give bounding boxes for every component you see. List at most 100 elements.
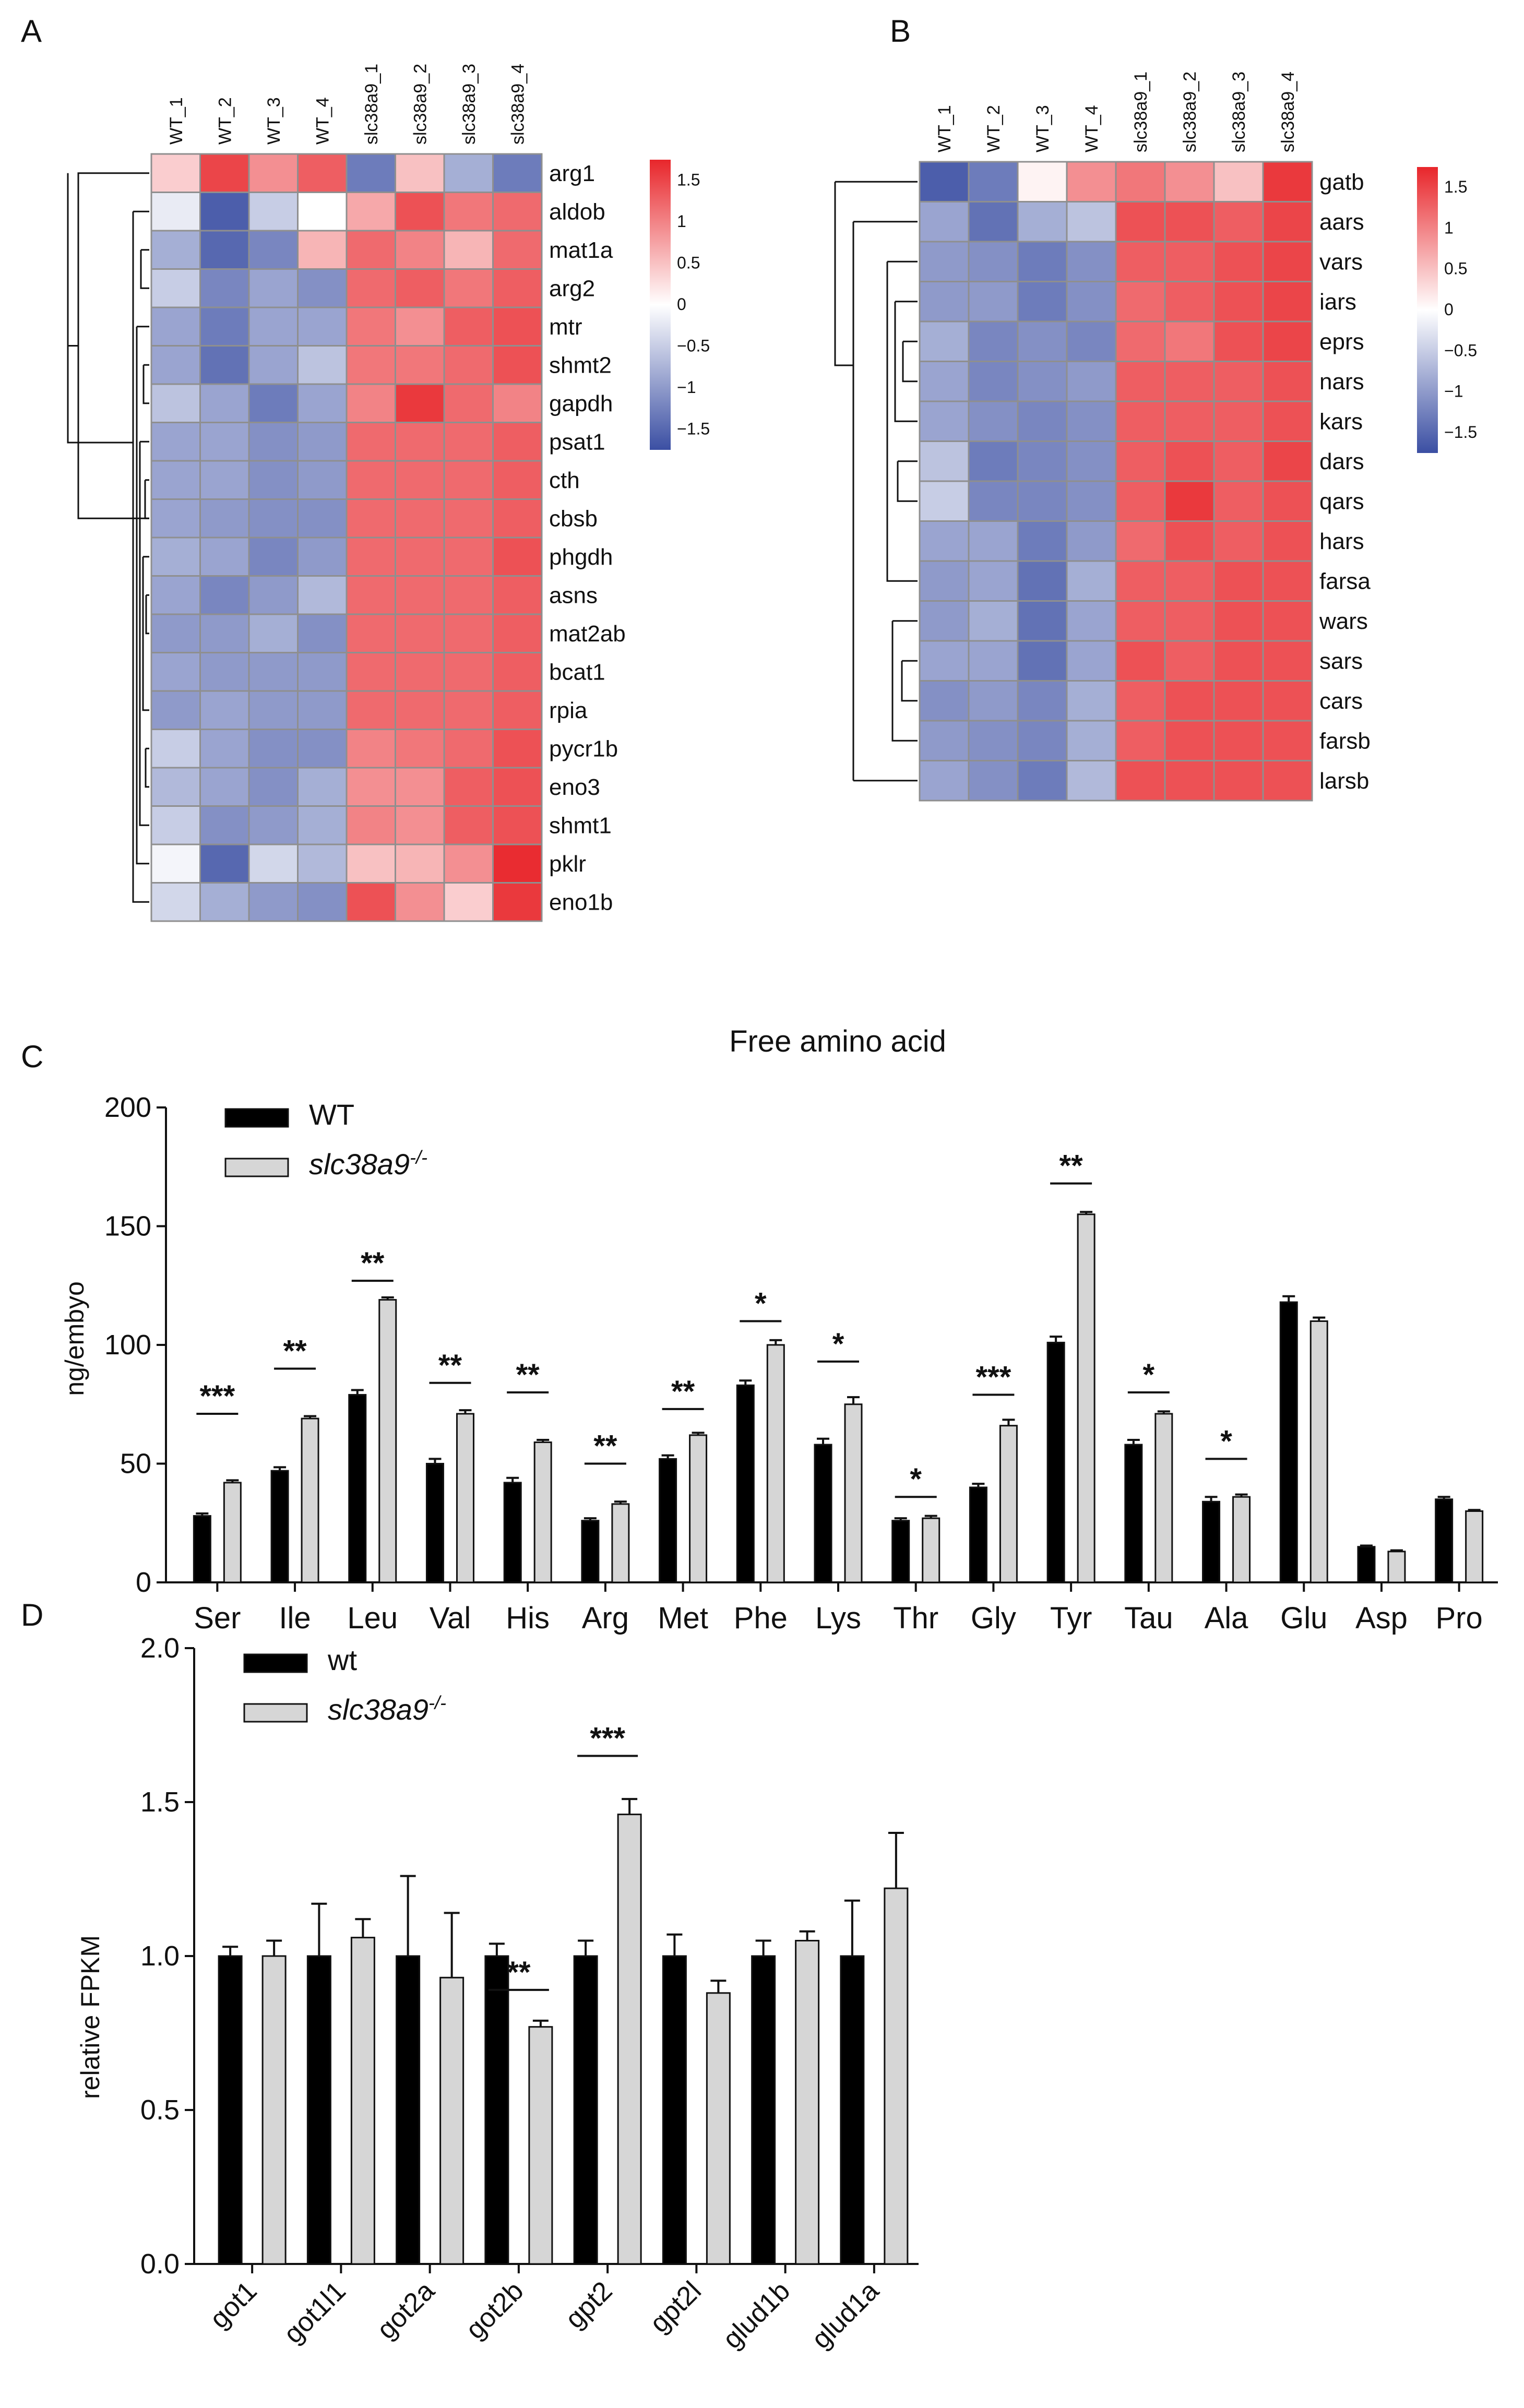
heatmap-cell bbox=[919, 480, 970, 522]
heatmap-cell bbox=[297, 306, 348, 347]
heatmap-column-label: slc38a9_4 bbox=[508, 64, 528, 145]
heatmap-cell bbox=[1066, 480, 1117, 522]
heatmap-cell bbox=[1213, 241, 1264, 282]
heatmap-cell bbox=[1066, 680, 1117, 722]
heatmap-row-label: arg1 bbox=[549, 161, 595, 186]
heatmap-cell bbox=[248, 537, 299, 577]
heatmap-cell bbox=[346, 306, 396, 347]
heatmap-cell bbox=[346, 422, 396, 462]
heatmap-column-label: slc38a9_2 bbox=[1180, 71, 1200, 152]
heatmap-cell bbox=[1017, 560, 1068, 602]
heatmap-cell bbox=[1262, 161, 1313, 202]
heatmap-cell bbox=[199, 498, 250, 539]
x-tick-label: got2a bbox=[371, 2275, 440, 2345]
bar-mutant bbox=[611, 1503, 630, 1583]
dendrogram-branch bbox=[902, 340, 918, 383]
heatmap-row-label: vars bbox=[1319, 249, 1363, 275]
bar-mutant bbox=[1465, 1510, 1484, 1583]
panel-letter-d: D bbox=[21, 1598, 43, 1632]
bar-mutant bbox=[223, 1482, 242, 1583]
error-bar bbox=[1002, 1418, 1015, 1426]
heatmap-cell bbox=[150, 460, 201, 500]
heatmap-cell bbox=[492, 690, 543, 730]
error-bar bbox=[532, 2019, 549, 2027]
bar-wt bbox=[840, 1955, 865, 2265]
heatmap-column-label: slc38a9_1 bbox=[1131, 71, 1151, 152]
heatmap-cell bbox=[248, 690, 299, 730]
heatmap-cell bbox=[297, 268, 348, 308]
x-tick-label: got2b bbox=[460, 2275, 529, 2345]
heatmap-cell bbox=[297, 575, 348, 615]
heatmap-cell bbox=[248, 306, 299, 347]
heatmap-cell bbox=[1213, 281, 1264, 323]
heatmap-cell bbox=[248, 192, 299, 232]
dendrogram-branch bbox=[140, 249, 149, 289]
heatmap-cell bbox=[199, 843, 250, 884]
x-tick-label: got1 bbox=[204, 2275, 263, 2334]
legend-swatch-mutant bbox=[224, 1158, 289, 1177]
heatmap-cell bbox=[297, 805, 348, 845]
error-bar bbox=[444, 1912, 460, 1978]
bar-mutant bbox=[1077, 1213, 1096, 1583]
chart-d-y-axis-title: relative FPKM bbox=[76, 1935, 105, 2099]
x-tick-label: Arg bbox=[582, 1601, 629, 1635]
heatmap-cell bbox=[443, 268, 494, 308]
error-bar bbox=[459, 1409, 472, 1414]
color-scale-bar bbox=[1417, 167, 1438, 453]
heatmap-cell bbox=[1066, 720, 1117, 761]
heatmap-cell bbox=[492, 345, 543, 385]
heatmap-cell bbox=[297, 767, 348, 807]
error-bar bbox=[381, 1296, 394, 1300]
heatmap-cell bbox=[1262, 241, 1313, 282]
dendrogram-branch bbox=[901, 660, 918, 702]
heatmap-row-label: mtr bbox=[549, 314, 582, 340]
heatmap-cell bbox=[968, 560, 1019, 602]
heatmap-cell bbox=[248, 383, 299, 423]
error-bar bbox=[226, 1479, 239, 1483]
heatmap-cell bbox=[968, 440, 1019, 482]
heatmap-cell bbox=[395, 882, 445, 922]
heatmap-cell bbox=[919, 320, 970, 362]
heatmap-cell bbox=[346, 268, 396, 308]
heatmap-cell bbox=[443, 652, 494, 692]
error-bar bbox=[266, 1939, 282, 1956]
heatmap-cell bbox=[919, 241, 970, 282]
heatmap-column-label: WT_4 bbox=[313, 97, 332, 145]
heatmap-cell bbox=[150, 153, 201, 193]
error-bar bbox=[614, 1500, 627, 1504]
significance-marker: ** bbox=[671, 1375, 695, 1409]
heatmap-cell bbox=[346, 537, 396, 577]
heatmap-cell bbox=[150, 306, 201, 347]
heatmap-column-label: slc38a9_4 bbox=[1278, 71, 1298, 152]
heatmap-cell bbox=[248, 268, 299, 308]
error-bar bbox=[924, 1515, 937, 1519]
heatmap-cell bbox=[919, 201, 970, 243]
heatmap-cell bbox=[919, 560, 970, 602]
significance-marker: *** bbox=[976, 1361, 1011, 1394]
error-bar bbox=[710, 1980, 727, 1993]
heatmap-cell bbox=[1164, 520, 1215, 562]
heatmap-cell bbox=[297, 153, 348, 193]
color-scale-tick-label: 1 bbox=[1444, 218, 1454, 237]
heatmap-cell bbox=[1017, 440, 1068, 482]
significance-marker: * bbox=[832, 1327, 844, 1361]
heatmap-column-label: WT_3 bbox=[1033, 105, 1053, 152]
legend-label-mutant: slc38a9-/- bbox=[328, 1692, 446, 1726]
color-scale-tick-label: −1.5 bbox=[1444, 423, 1477, 442]
error-bar bbox=[661, 1454, 674, 1459]
heatmap-cell bbox=[443, 843, 494, 884]
y-tick-label: 1.0 bbox=[140, 1940, 180, 1972]
heatmap-cell bbox=[968, 640, 1019, 682]
heatmap-cell bbox=[297, 460, 348, 500]
error-bar bbox=[1437, 1496, 1450, 1499]
heatmap-cell bbox=[1066, 440, 1117, 482]
heatmap-cell bbox=[443, 460, 494, 500]
error-bar bbox=[578, 1939, 594, 1956]
bar-mutant bbox=[533, 1441, 552, 1583]
bar-mutant bbox=[1232, 1496, 1251, 1583]
heatmap-cell bbox=[1115, 361, 1166, 402]
heatmap-cell bbox=[395, 230, 445, 270]
heatmap-cell bbox=[492, 843, 543, 884]
bar-mutant bbox=[999, 1425, 1018, 1583]
heatmap-cell bbox=[492, 268, 543, 308]
